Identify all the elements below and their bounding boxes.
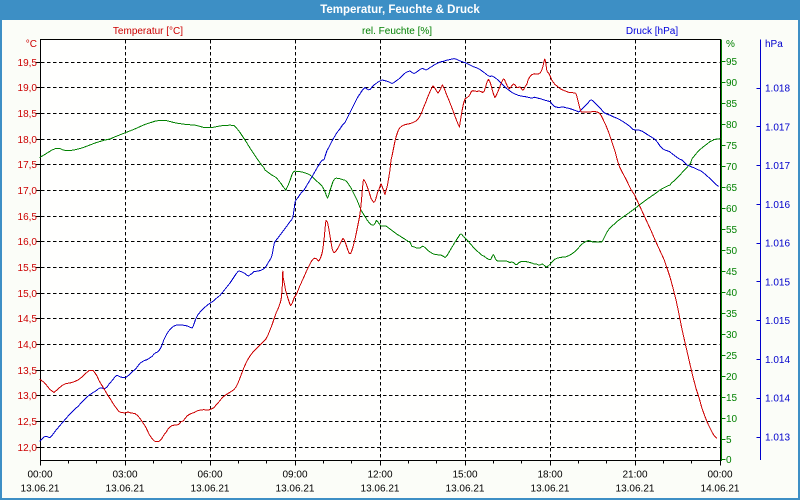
svg-text:14,0: 14,0 xyxy=(18,340,38,351)
svg-text:1.015: 1.015 xyxy=(765,316,790,327)
svg-text:18:00: 18:00 xyxy=(537,470,562,481)
svg-text:17,0: 17,0 xyxy=(18,186,38,197)
svg-text:13.06.21: 13.06.21 xyxy=(191,484,230,495)
svg-text:18,0: 18,0 xyxy=(18,135,38,146)
svg-text:13.06.21: 13.06.21 xyxy=(361,484,400,495)
svg-text:65: 65 xyxy=(726,183,738,194)
svg-text:50: 50 xyxy=(726,246,738,257)
svg-text:15,0: 15,0 xyxy=(18,289,38,300)
svg-text:10: 10 xyxy=(726,414,738,425)
svg-text:5: 5 xyxy=(726,435,732,446)
svg-text:1.015: 1.015 xyxy=(765,277,790,288)
svg-text:13.06.21: 13.06.21 xyxy=(276,484,315,495)
svg-text:16,5: 16,5 xyxy=(18,212,38,223)
svg-text:1.014: 1.014 xyxy=(765,355,790,366)
svg-text:1.018: 1.018 xyxy=(765,84,790,95)
svg-text:13.06.21: 13.06.21 xyxy=(106,484,145,495)
svg-text:1.017: 1.017 xyxy=(765,161,790,172)
svg-text:55: 55 xyxy=(726,225,738,236)
svg-text:°C: °C xyxy=(26,39,37,50)
svg-text:60: 60 xyxy=(726,204,738,215)
svg-text:12,0: 12,0 xyxy=(18,443,38,454)
svg-text:14.06.21: 14.06.21 xyxy=(701,484,740,495)
svg-text:25: 25 xyxy=(726,351,738,362)
svg-text:00:00: 00:00 xyxy=(27,470,52,481)
svg-text:0: 0 xyxy=(726,455,732,466)
svg-text:1.017: 1.017 xyxy=(765,122,790,133)
svg-text:80: 80 xyxy=(726,120,738,131)
svg-text:75: 75 xyxy=(726,141,738,152)
svg-text:12:00: 12:00 xyxy=(367,470,392,481)
svg-text:1.016: 1.016 xyxy=(765,200,790,211)
svg-text:hPa: hPa xyxy=(765,39,783,50)
svg-text:21:00: 21:00 xyxy=(622,470,647,481)
svg-text:06:00: 06:00 xyxy=(197,470,222,481)
svg-text:1.016: 1.016 xyxy=(765,239,790,250)
svg-text:13.06.21: 13.06.21 xyxy=(446,484,485,495)
svg-text:09:00: 09:00 xyxy=(282,470,307,481)
svg-text:19,0: 19,0 xyxy=(18,83,38,94)
svg-text:30: 30 xyxy=(726,330,738,341)
svg-text:90: 90 xyxy=(726,78,738,89)
svg-text:1.013: 1.013 xyxy=(765,433,790,444)
svg-text:70: 70 xyxy=(726,162,738,173)
svg-text:15:00: 15:00 xyxy=(452,470,477,481)
svg-text:85: 85 xyxy=(726,99,738,110)
svg-text:00:00: 00:00 xyxy=(707,470,732,481)
svg-text:13.06.21: 13.06.21 xyxy=(531,484,570,495)
svg-text:20: 20 xyxy=(726,372,738,383)
svg-text:18,5: 18,5 xyxy=(18,109,38,120)
svg-text:1.014: 1.014 xyxy=(765,394,790,405)
svg-text:19,5: 19,5 xyxy=(18,58,38,69)
svg-text:14,5: 14,5 xyxy=(18,314,38,325)
svg-text:16,0: 16,0 xyxy=(18,237,38,248)
svg-text:12,5: 12,5 xyxy=(18,417,38,428)
svg-text:15: 15 xyxy=(726,393,738,404)
svg-text:35: 35 xyxy=(726,309,738,320)
svg-text:17,5: 17,5 xyxy=(18,160,38,171)
svg-text:13.06.21: 13.06.21 xyxy=(616,484,655,495)
svg-text:45: 45 xyxy=(726,267,738,278)
svg-text:40: 40 xyxy=(726,288,738,299)
svg-text:13.06.21: 13.06.21 xyxy=(21,484,60,495)
svg-text:%: % xyxy=(726,39,735,50)
svg-text:13,5: 13,5 xyxy=(18,366,38,377)
svg-text:15,5: 15,5 xyxy=(18,263,38,274)
svg-text:03:00: 03:00 xyxy=(112,470,137,481)
svg-text:13,0: 13,0 xyxy=(18,391,38,402)
svg-text:95: 95 xyxy=(726,57,738,68)
